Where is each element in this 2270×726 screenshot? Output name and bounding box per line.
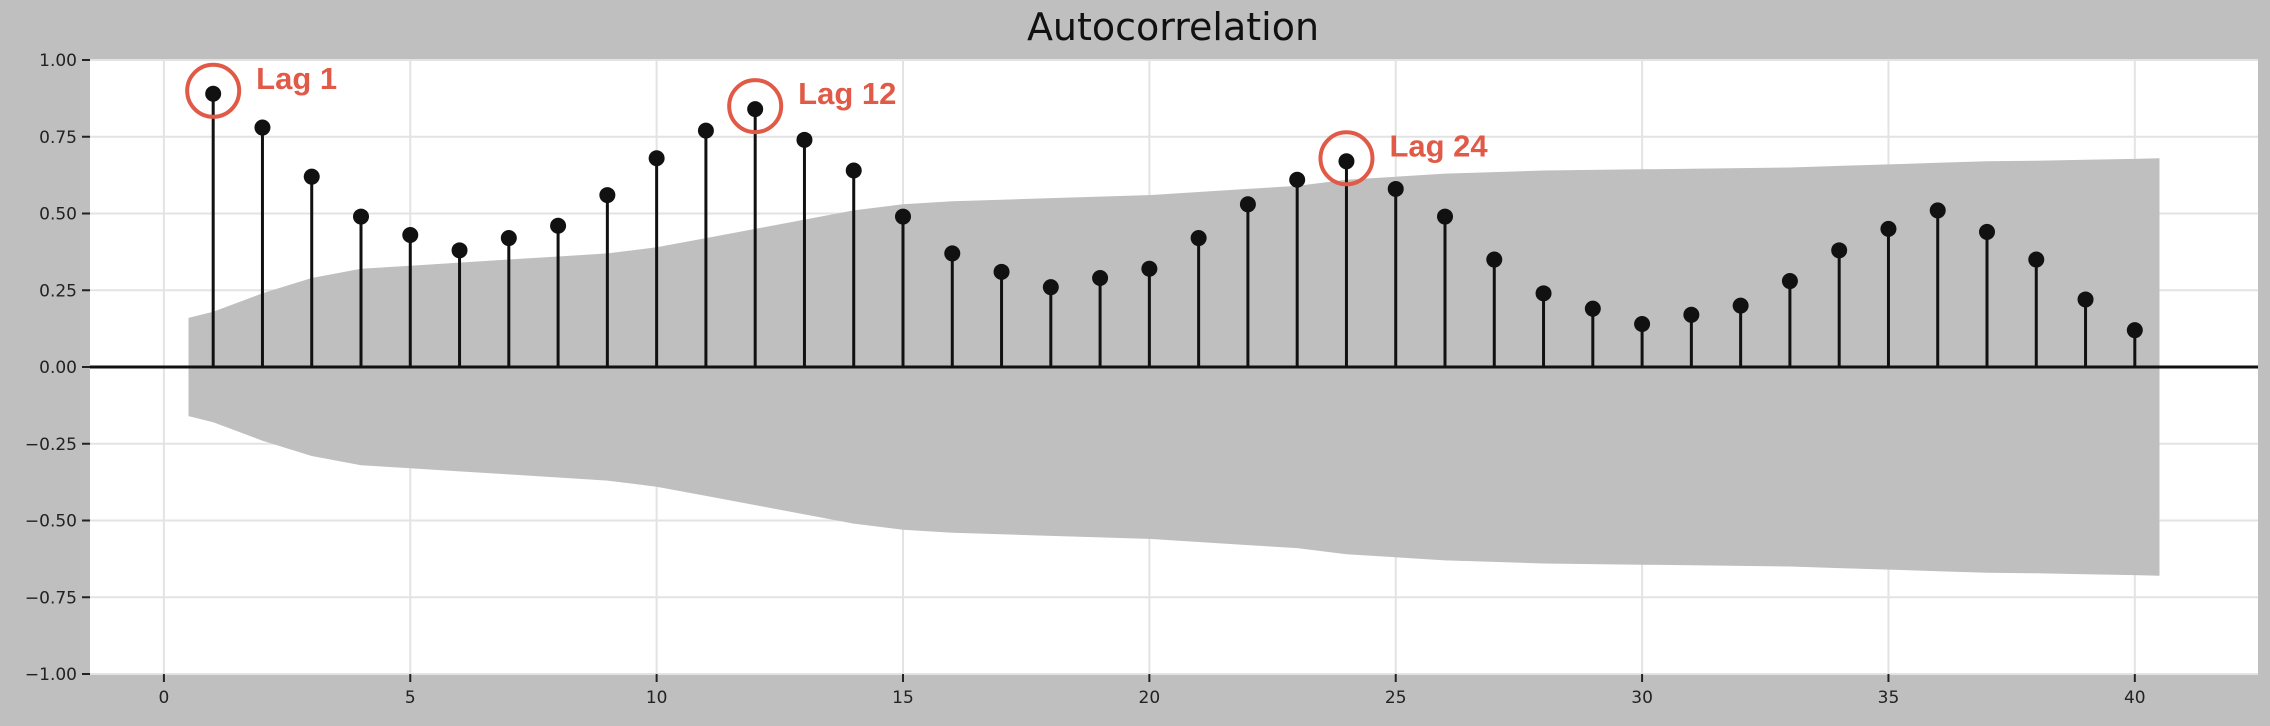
stem-marker bbox=[1584, 300, 1601, 317]
stem-marker bbox=[2077, 291, 2094, 308]
stem-marker bbox=[1190, 230, 1207, 247]
x-tick-label: 20 bbox=[1139, 688, 1161, 708]
stem-marker bbox=[993, 263, 1010, 280]
stem-marker bbox=[1781, 273, 1798, 290]
stem-marker bbox=[599, 187, 616, 204]
y-tick-label: −0.25 bbox=[25, 435, 77, 455]
x-tick-label: 35 bbox=[1878, 688, 1900, 708]
annotation-label: Lag 24 bbox=[1389, 128, 1488, 163]
annotation-circle bbox=[1318, 130, 1375, 187]
stem-marker bbox=[500, 230, 517, 247]
stem-marker bbox=[1042, 279, 1059, 296]
stem-marker bbox=[697, 122, 714, 139]
annotation-label: Lag 1 bbox=[256, 61, 337, 96]
stem-marker bbox=[796, 131, 813, 148]
stem-marker bbox=[1486, 251, 1503, 268]
annotation-circle bbox=[727, 78, 784, 135]
stem-marker bbox=[1141, 260, 1158, 277]
annotations-layer: Lag 1 Lag 12 Lag 24 bbox=[185, 61, 1488, 187]
stem-marker bbox=[1732, 297, 1749, 314]
stem-marker bbox=[944, 245, 961, 262]
stem-marker bbox=[1437, 208, 1453, 225]
stem-marker bbox=[402, 226, 419, 243]
x-axis-ticks: 0 5 10 15 20 25 30 35 40 bbox=[158, 674, 2146, 708]
stem-marker bbox=[1535, 285, 1552, 302]
y-tick-label: −1.00 bbox=[25, 665, 77, 685]
stem-marker bbox=[2028, 251, 2045, 268]
stem-marker bbox=[1683, 306, 1700, 323]
x-tick-label: 15 bbox=[892, 688, 914, 708]
annotation-circle bbox=[185, 62, 242, 119]
stem-marker bbox=[1092, 269, 1109, 286]
y-tick-label: 1.00 bbox=[39, 51, 77, 71]
stem-marker bbox=[1979, 223, 1995, 240]
stem-marker bbox=[1239, 196, 1256, 213]
y-tick-label: 0.50 bbox=[39, 205, 77, 225]
stem-marker bbox=[1338, 153, 1355, 170]
stem-marker bbox=[451, 242, 468, 259]
annotation-label: Lag 12 bbox=[798, 76, 896, 111]
stem-marker bbox=[2126, 322, 2143, 339]
stem-marker bbox=[303, 168, 320, 185]
stem-marker bbox=[1880, 220, 1897, 237]
stem-marker bbox=[1929, 202, 1946, 219]
stem-marker bbox=[353, 208, 369, 225]
stems-layer bbox=[205, 85, 2143, 367]
stem-marker bbox=[254, 119, 271, 136]
x-tick-label: 30 bbox=[1631, 688, 1653, 708]
chart-title: Autocorrelation bbox=[1027, 5, 1319, 49]
stem-marker bbox=[550, 217, 567, 234]
stem-marker bbox=[1831, 242, 1848, 259]
y-tick-label: 0.75 bbox=[39, 128, 77, 148]
x-tick-label: 5 bbox=[405, 688, 416, 708]
y-axis-ticks: 1.00 0.75 0.50 0.25 0.00 −0.25 −0.50 −0.75 −1.00 bbox=[25, 51, 90, 685]
y-tick-label: 0.00 bbox=[39, 358, 77, 378]
y-tick-label: −0.75 bbox=[25, 588, 77, 608]
stem-marker bbox=[1387, 180, 1404, 197]
y-tick-label: −0.50 bbox=[25, 512, 77, 532]
stem-marker bbox=[205, 85, 222, 102]
y-tick-label: 0.25 bbox=[39, 281, 77, 301]
stem-marker bbox=[648, 150, 665, 167]
x-tick-label: 10 bbox=[646, 688, 668, 708]
x-tick-label: 40 bbox=[2124, 688, 2146, 708]
stem-marker bbox=[1289, 171, 1306, 188]
stem-marker bbox=[747, 101, 764, 118]
stem-marker bbox=[1634, 316, 1651, 333]
x-tick-label: 25 bbox=[1385, 688, 1407, 708]
stem-marker bbox=[845, 162, 862, 179]
x-tick-label: 0 bbox=[158, 688, 169, 708]
stem-marker bbox=[895, 208, 911, 225]
